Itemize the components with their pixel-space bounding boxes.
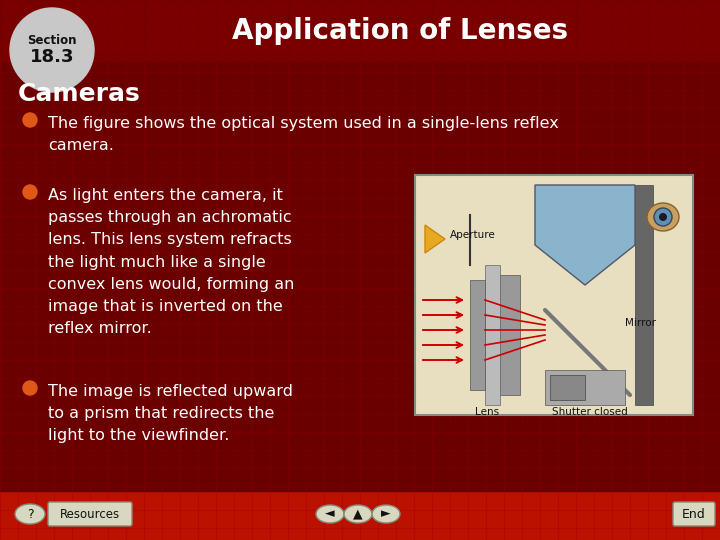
Text: ◄: ◄ [325, 508, 335, 521]
Text: Shutter closed: Shutter closed [552, 407, 628, 417]
Ellipse shape [372, 505, 400, 523]
Ellipse shape [344, 505, 372, 523]
FancyBboxPatch shape [673, 502, 715, 526]
Text: Section: Section [27, 33, 77, 46]
Bar [0, 492, 720, 540]
Bar [545, 370, 625, 405]
Bar [415, 175, 693, 415]
Polygon shape [535, 185, 635, 285]
Ellipse shape [659, 213, 667, 221]
Bar [470, 280, 485, 390]
Ellipse shape [654, 208, 672, 226]
Text: ►: ► [381, 508, 391, 521]
Bar [500, 275, 520, 395]
Text: Application of Lenses: Application of Lenses [232, 17, 568, 45]
Text: As light enters the camera, it
passes through an achromatic
lens. This lens syst: As light enters the camera, it passes th… [48, 188, 294, 336]
Text: ▲: ▲ [354, 508, 363, 521]
Text: 18.3: 18.3 [30, 48, 74, 66]
Bar [0, 0, 720, 62]
Text: Cameras: Cameras [18, 82, 140, 106]
Text: Mirror: Mirror [625, 318, 656, 328]
FancyBboxPatch shape [48, 502, 132, 526]
Ellipse shape [316, 505, 344, 523]
Polygon shape [425, 225, 445, 253]
Text: The image is reflected upward
to a prism that redirects the
light to the viewfin: The image is reflected upward to a prism… [48, 384, 293, 443]
Ellipse shape [647, 203, 679, 231]
Circle shape [10, 8, 94, 92]
Bar [550, 375, 585, 400]
Ellipse shape [15, 504, 45, 524]
Circle shape [23, 113, 37, 127]
Text: Resources: Resources [60, 508, 120, 521]
Bar [635, 185, 653, 405]
Text: Lens: Lens [475, 407, 499, 417]
Text: ?: ? [27, 508, 33, 521]
Circle shape [23, 185, 37, 199]
Circle shape [23, 381, 37, 395]
Bar [485, 265, 500, 405]
Text: End: End [682, 508, 706, 521]
Text: Aperture: Aperture [450, 230, 496, 240]
Text: The figure shows the optical system used in a single-lens reflex
camera.: The figure shows the optical system used… [48, 116, 559, 153]
